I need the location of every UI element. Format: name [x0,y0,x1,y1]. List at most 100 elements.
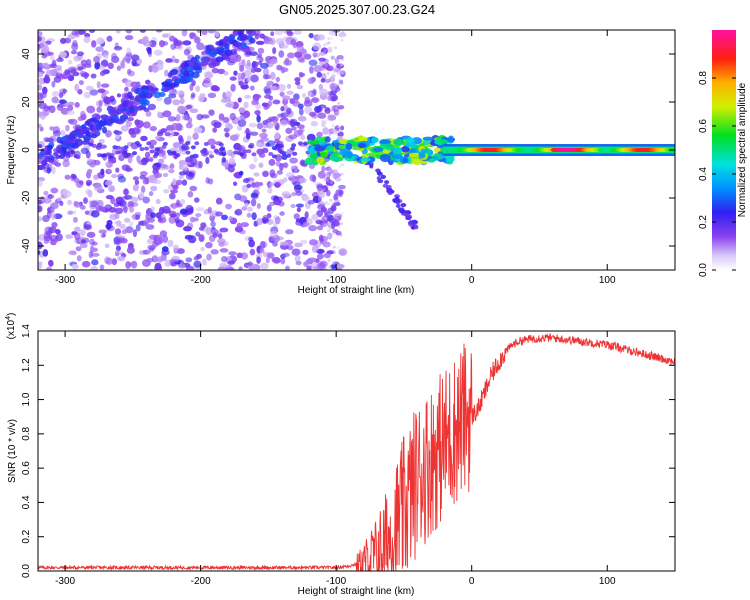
heatmap-cell [143,121,151,129]
heatmap-cell [129,206,135,213]
heatmap-cell [286,107,292,115]
heatmap-cell [281,153,288,161]
heatmap-cell [120,125,129,132]
heatmap-cell [38,71,44,78]
heatmap-cell [297,115,307,122]
heatmap-cell [158,40,165,48]
heatmap-cell [327,41,331,45]
heatmap-cell [207,138,216,146]
heatmap-cell [253,155,258,163]
heatmap-cell [194,54,200,60]
heatmap-cell [170,262,178,267]
heatmap-cell [58,92,64,99]
heatmap-cell [54,64,62,71]
heatmap-cell [243,101,249,109]
heatmap-cell [259,240,266,249]
heatmap-y-tick-label: 0 [21,147,32,153]
heatmap-cell [209,52,217,58]
heatmap-cell [179,68,186,74]
heatmap-cell [337,105,345,110]
heatmap-cell [318,57,326,62]
heatmap-cell [59,51,67,59]
heatmap-cell [157,149,166,158]
heatmap-cell [149,144,155,149]
heatmap-cell [104,243,110,249]
heatmap-cell [335,263,345,269]
heatmap-cell [336,83,340,87]
heatmap-cell [161,144,167,149]
heatmap-cell [246,149,252,154]
heatmap-cell [325,166,332,171]
heatmap-cell [174,78,181,85]
heatmap-cell [138,191,145,199]
heatmap-cell [74,226,81,232]
heatmap-cell [249,37,256,44]
heatmap-cell [328,132,332,136]
heatmap-cell [90,210,100,218]
heatmap-cell [310,97,320,103]
heatmap-cell [185,265,195,270]
heatmap-cell [325,60,329,64]
heatmap-cell [115,167,120,173]
heatmap-cell [279,91,285,97]
heatmap-cell [51,59,57,67]
heatmap-cell [327,229,331,233]
heatmap-cell [322,241,331,248]
heatmap-cell [256,115,261,123]
heatmap-cell [218,113,225,122]
heatmap-cell [155,212,162,219]
heatmap-cell [340,34,344,38]
heatmap-cell [238,266,243,270]
heatmap-cell [53,151,59,156]
heatmap-cell [139,93,147,99]
heatmap-cell [327,118,331,122]
heatmap-cell [223,35,230,43]
heatmap-cell [127,68,132,75]
heatmap-cell [336,125,340,129]
heatmap-cell [101,126,108,134]
heatmap-cell [105,161,113,169]
heatmap-cell [247,261,253,267]
heatmap-cell [140,135,148,142]
heatmap-cell [276,64,283,71]
heatmap-cell [202,56,211,63]
heatmap-cell [196,42,205,51]
heatmap-cell [332,74,336,78]
heatmap-cell [327,232,333,240]
heatmap-cell [118,154,125,162]
heatmap-cell [67,134,75,140]
heatmap-cell [312,42,322,51]
heatmap-cell [281,67,289,73]
heatmap-cell [413,225,419,230]
heatmap-cell [336,55,344,60]
heatmap-cell [147,47,152,55]
heatmap-cell [268,151,274,156]
heatmap-cell [265,257,270,264]
heatmap-cell [308,32,314,39]
heatmap-cell [324,167,328,171]
heatmap-cell [168,93,177,99]
heatmap-cell [135,120,144,128]
heatmap-cell [71,42,79,51]
heatmap-cell [323,216,327,220]
heatmap-cell [316,210,323,218]
heatmap-cell [162,141,168,146]
heatmap-cell [222,262,228,269]
heatmap-cell [280,44,289,49]
heatmap-cell [39,42,49,50]
heatmap-cell [262,214,269,220]
heatmap-cell [207,92,217,99]
heatmap-cell [150,185,158,192]
heatmap-cell [153,172,163,179]
heatmap-cell [70,130,78,136]
heatmap-cell [222,91,227,100]
heatmap-cell [296,207,301,213]
heatmap-cell [160,128,168,133]
heatmap-cell [110,197,116,205]
heatmap-cell [384,143,394,151]
heatmap-cell [192,132,199,140]
heatmap-cell [200,246,205,252]
heatmap-cell [327,258,331,262]
heatmap-cell [38,261,43,266]
heatmap-cell [139,30,146,33]
